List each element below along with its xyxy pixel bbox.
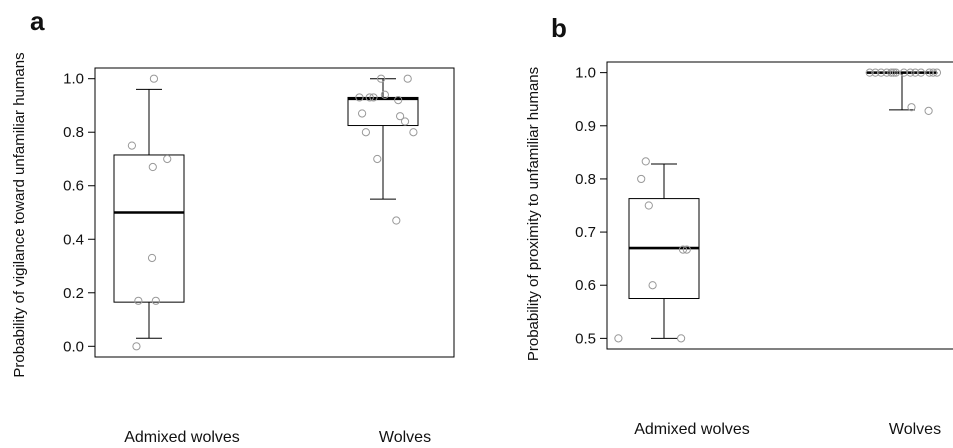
panel-a-data-point	[151, 296, 160, 305]
panel-b-data-point	[677, 334, 686, 343]
panel-b-data-point	[678, 245, 688, 254]
panel-a-data-point	[392, 216, 401, 225]
panel-b-y-tick-label: 0.5	[575, 330, 596, 347]
panel-b-letter: b	[551, 13, 567, 43]
panel-b-data-point	[889, 68, 898, 77]
panel-b-y-tick-label: 0.8	[575, 171, 596, 188]
panel-a-y-tick-label: 0.2	[63, 285, 84, 302]
panel-a-data-point	[163, 154, 172, 164]
panel-a-data-point	[358, 109, 367, 118]
panel-b-data-point	[887, 68, 896, 77]
panel-a-y-tick-label: 0.0	[63, 338, 84, 355]
panel-a-data-point	[396, 112, 405, 121]
panel-b-data-point	[641, 157, 650, 166]
panel-a-letter: a	[30, 6, 45, 36]
panel-b-y-tick-label: 1.0	[575, 65, 596, 82]
panel-b-data-point	[906, 68, 915, 77]
panel-a-y-tick-label: 0.4	[63, 231, 84, 248]
panel-b-box-wolves	[866, 71, 938, 111]
panel-b-data-point	[891, 68, 901, 77]
panel-b-data-point	[899, 68, 909, 77]
panel-a-data-point	[403, 74, 412, 83]
panel-a-data-point	[380, 90, 389, 99]
panel-a-data-point	[149, 74, 159, 83]
panel-a-y-tick-label: 0.6	[63, 178, 84, 195]
panel-b-data-point	[637, 174, 646, 184]
panel-a-y-tick-label: 0.8	[63, 124, 84, 141]
panel-a-data-point	[355, 93, 364, 102]
panel-b-data-point	[911, 68, 920, 77]
panel-b-y-tick-label: 0.7	[575, 224, 596, 241]
panel-a-box-wolves	[347, 78, 419, 200]
panel-b-data-point	[682, 245, 691, 254]
panel-b-data-point	[907, 103, 916, 112]
panel-a-data-point	[409, 128, 418, 137]
panel-b: b Probability of proximity to unfamiliar…	[525, 13, 953, 438]
panel-a-data-point	[147, 253, 157, 263]
panel-b-data-point	[916, 68, 926, 77]
panel-a-points	[127, 74, 418, 351]
panel-a-y-axis-label: Probability of vigilance toward unfamili…	[11, 52, 28, 377]
panel-a-data-point	[365, 93, 374, 102]
interquartile-box	[347, 96, 419, 127]
panel-b-points	[614, 68, 942, 343]
panel-b-data-point	[932, 68, 942, 77]
panel-a-data-point	[132, 342, 141, 351]
panel-b-category-label-admixed: Admixed wolves	[634, 421, 750, 438]
panel-a-data-point	[373, 154, 382, 164]
panel-a-data-point	[377, 74, 386, 83]
panel-b-box-admixed	[628, 163, 700, 339]
panel-a-plot-frame	[94, 67, 455, 358]
panel-b-data-point	[648, 281, 657, 290]
interquartile-box	[113, 154, 185, 303]
panel-b-y-tick-label: 0.6	[575, 277, 596, 294]
panel-a-data-point	[134, 296, 143, 305]
panel-a-box-admixed	[113, 88, 185, 339]
panel-b-y-axis-label: Probability of proximity to unfamiliar h…	[525, 67, 542, 361]
panel-b-data-point	[871, 68, 880, 77]
panel-b-category-label-wolves: Wolves	[889, 421, 941, 438]
panel-a-data-point	[369, 93, 378, 102]
panel-a-data-point	[148, 162, 157, 172]
panel-a-category-label-admixed: Admixed wolves	[124, 429, 240, 446]
panel-b-data-point	[877, 68, 886, 77]
panel-b-data-point	[924, 106, 933, 115]
panel-b-y-axis: 0.5 0.6 0.7 0.8 0.9 1.0	[575, 65, 607, 347]
panel-a-y-tick-label: 1.0	[63, 71, 84, 88]
panel-a-data-point	[361, 128, 370, 137]
panel-a-y-axis: 0.0 0.2 0.4 0.6 0.8 1.0	[63, 71, 95, 355]
panel-b-data-point	[614, 334, 623, 343]
panel-a-data-point	[127, 141, 136, 150]
panel-b-data-point	[865, 68, 874, 77]
panel-a-data-point	[400, 117, 410, 126]
panel-a-boxes	[113, 78, 419, 339]
panel-b-data-point	[929, 68, 938, 77]
panel-b-data-point	[644, 201, 653, 210]
panel-a-data-point	[394, 96, 403, 105]
panel-a-category-label-wolves: Wolves	[379, 429, 431, 446]
panel-a: a Probability of vigilance toward unfami…	[11, 6, 455, 446]
panel-b-y-tick-label: 0.9	[575, 118, 596, 135]
panel-b-boxes	[628, 71, 938, 339]
panel-b-plot-frame	[606, 61, 953, 350]
